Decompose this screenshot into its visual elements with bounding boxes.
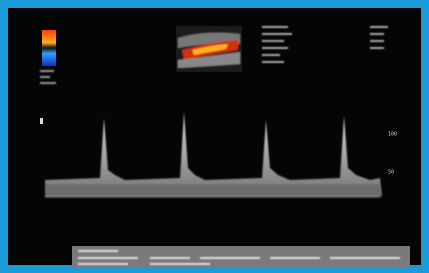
color-bar (42, 30, 56, 66)
bottom-info-panel (72, 246, 410, 268)
color-doppler-box (176, 26, 242, 72)
scale-label: 100 (388, 132, 397, 138)
page: 100 50 (() => { const data = JSON.parse(… (0, 0, 429, 273)
ultrasound-screenshot: 100 50 (0, 0, 429, 273)
marker (40, 118, 43, 124)
scale-label: 50 (388, 170, 394, 176)
